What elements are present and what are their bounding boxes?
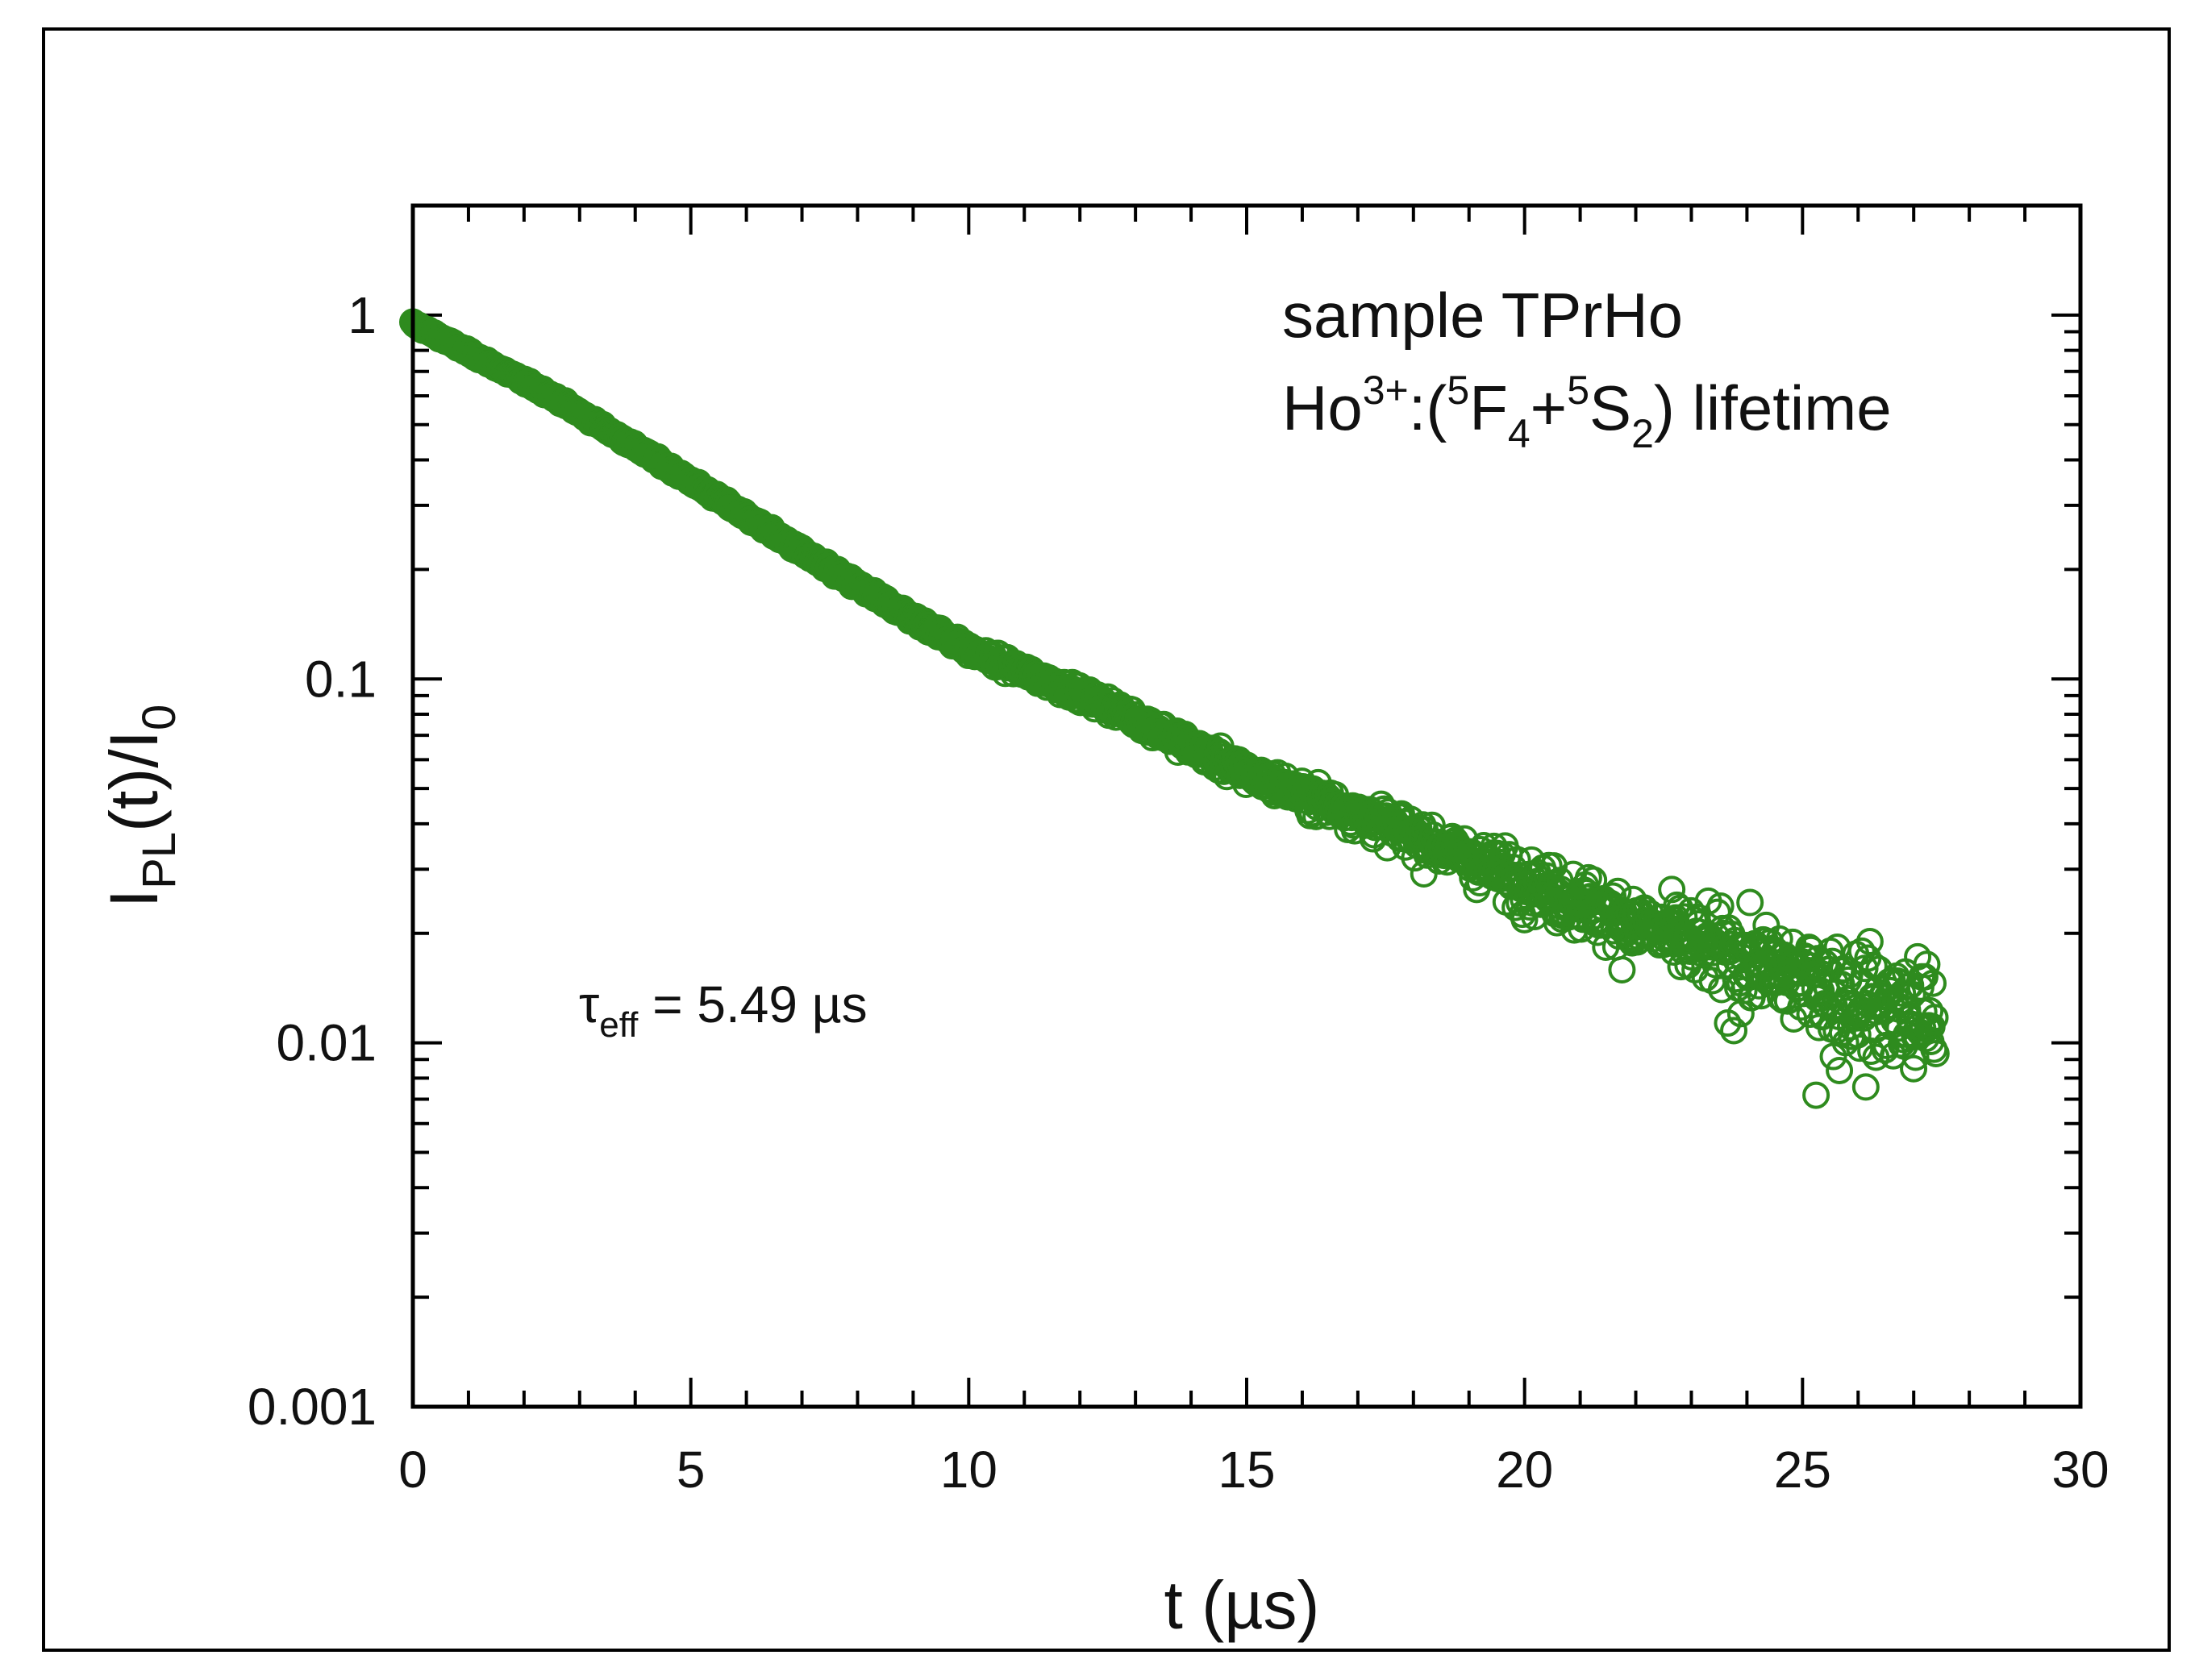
- x-tick-label: 30: [2051, 1441, 2109, 1499]
- plot-area: [410, 203, 2083, 1409]
- y-title-sub1: PL: [133, 832, 185, 889]
- annotation-tau: τeff = 5.49 µs: [579, 975, 868, 1045]
- annotation-sample: sample TPrHo: [1282, 280, 1683, 351]
- y-tick-label: 1: [348, 286, 377, 344]
- data-point: [1900, 1054, 1928, 1083]
- figure-frame: [42, 27, 2171, 1652]
- data-point: [1918, 969, 1947, 997]
- y-title-mid: (t)/I: [96, 730, 172, 832]
- x-tick-label: 20: [1496, 1441, 1553, 1499]
- tick-labels: 0 5 10 15 20 25 30 1 0.1 0.01 0.001: [248, 286, 2109, 1499]
- y-tick-label: 0.1: [305, 650, 377, 708]
- x-tick-label: 10: [940, 1441, 997, 1499]
- data-point: [1604, 877, 1632, 905]
- y-axis-title: IPL(t)/I0: [96, 705, 185, 909]
- data-points: [399, 308, 1950, 1109]
- data-point: [1720, 1017, 1748, 1045]
- x-tick-label: 5: [677, 1441, 706, 1499]
- data-point: [1608, 955, 1636, 983]
- y-tick-label: 0.001: [248, 1378, 377, 1436]
- y-tick-label: 0.01: [276, 1014, 377, 1072]
- y-title-base: I: [96, 889, 172, 908]
- y-title-sub2: 0: [133, 705, 185, 730]
- x-tick-label: 15: [1218, 1441, 1275, 1499]
- x-tick-label: 0: [398, 1441, 427, 1499]
- data-point: [1889, 979, 1917, 1008]
- data-point: [1913, 950, 1941, 979]
- svg-text:IPL(t)/I0: IPL(t)/I0: [96, 705, 185, 909]
- data-point: [1736, 888, 1764, 917]
- data-point: [1922, 1039, 1950, 1067]
- data-point: [1910, 963, 1939, 991]
- data-point: [1921, 1004, 1949, 1032]
- data-point: [1851, 1073, 1880, 1101]
- data-point: [1802, 1081, 1830, 1109]
- x-axis-title: t (µs): [1164, 1567, 1319, 1643]
- data-point: [1916, 996, 1944, 1025]
- data-point: [1752, 911, 1780, 939]
- data-point: [1826, 1056, 1854, 1084]
- x-tick-label: 25: [1774, 1441, 1831, 1499]
- annotation-transition: Ho3+:(5F4+5S2) lifetime: [1282, 368, 1892, 456]
